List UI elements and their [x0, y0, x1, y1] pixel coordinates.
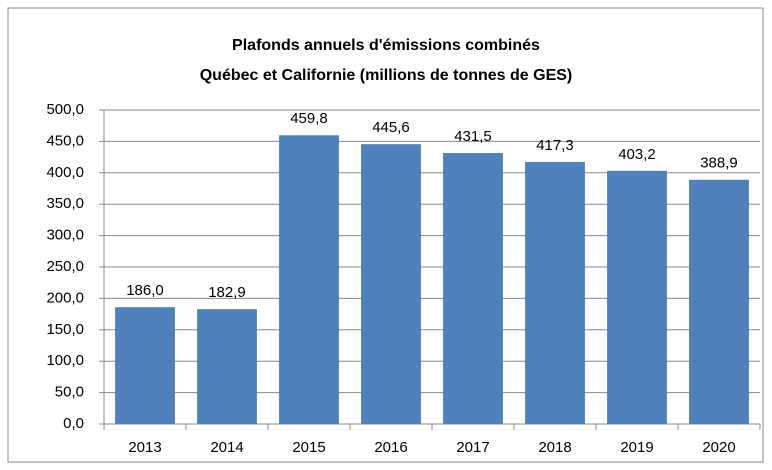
x-tick-label: 2020 — [702, 439, 735, 456]
y-tick-label: 100,0 — [46, 352, 84, 369]
data-label: 431,5 — [454, 128, 492, 145]
data-label: 403,2 — [618, 146, 656, 163]
bar — [689, 179, 749, 424]
data-label: 388,9 — [700, 155, 738, 172]
bar — [197, 309, 257, 424]
data-label: 445,6 — [372, 119, 410, 136]
chart-title: Québec et Californie (millions de tonnes… — [200, 67, 573, 84]
y-tick-label: 500,0 — [46, 101, 84, 118]
x-tick-label: 2013 — [128, 439, 161, 456]
bar — [443, 153, 503, 424]
x-tick-label: 2016 — [374, 439, 407, 456]
bar — [361, 144, 421, 424]
y-tick-label: 350,0 — [46, 195, 84, 212]
data-label: 186,0 — [126, 282, 164, 299]
x-tick-label: 2018 — [538, 439, 571, 456]
y-tick-label: 300,0 — [46, 227, 84, 244]
y-tick-label: 250,0 — [46, 258, 84, 275]
x-tick-label: 2015 — [292, 439, 325, 456]
data-label: 459,8 — [290, 110, 328, 127]
data-label: 417,3 — [536, 137, 574, 154]
y-tick-label: 450,0 — [46, 132, 84, 149]
x-tick-label: 2014 — [210, 439, 243, 456]
x-tick-label: 2019 — [620, 439, 653, 456]
y-tick-label: 0,0 — [63, 415, 84, 432]
y-tick-label: 200,0 — [46, 289, 84, 306]
y-tick-label: 400,0 — [46, 164, 84, 181]
x-tick-label: 2017 — [456, 439, 489, 456]
bar — [525, 161, 585, 424]
data-label: 182,9 — [208, 284, 246, 301]
bar — [607, 170, 667, 424]
bar — [115, 307, 175, 424]
bar — [279, 135, 339, 424]
chart-title: Plafonds annuels d'émissions combinés — [232, 37, 540, 54]
y-tick-label: 50,0 — [55, 384, 84, 401]
y-tick-label: 150,0 — [46, 321, 84, 338]
